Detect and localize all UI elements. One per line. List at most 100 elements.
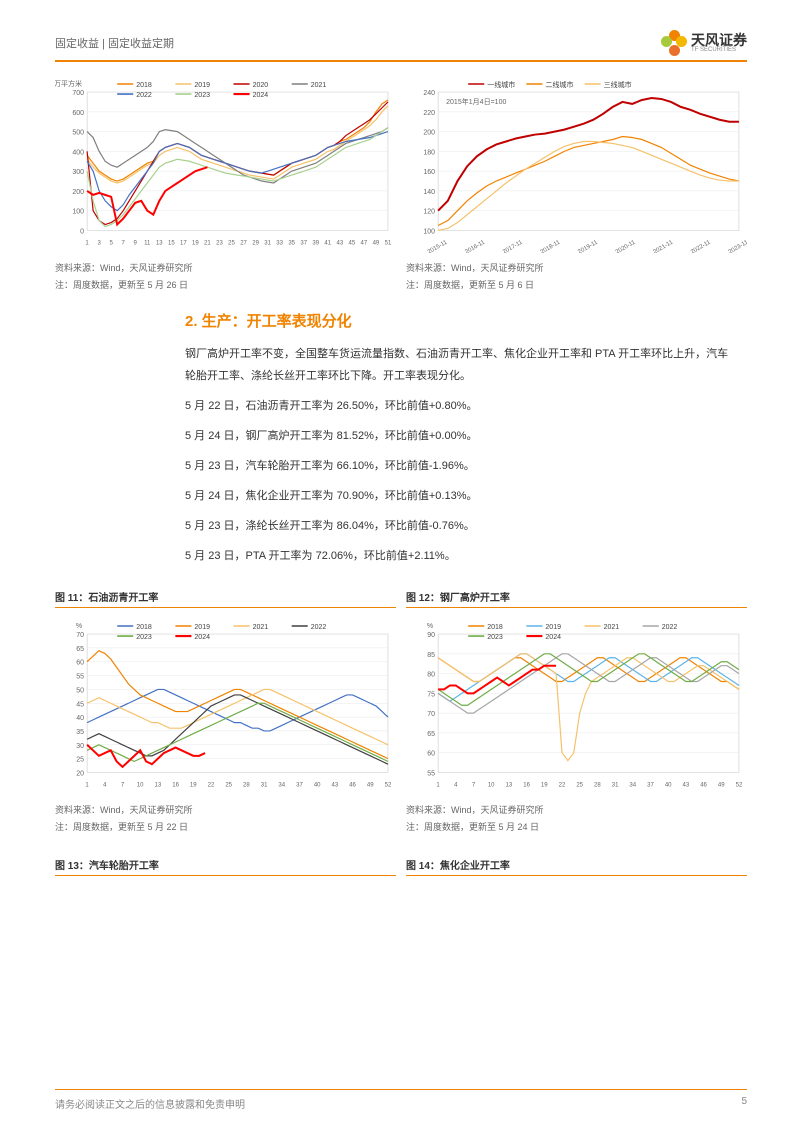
svg-text:三线城市: 三线城市 — [604, 80, 632, 89]
svg-text:2016-11: 2016-11 — [464, 239, 486, 252]
svg-text:2015-11: 2015-11 — [427, 239, 449, 252]
svg-text:60: 60 — [427, 751, 435, 758]
svg-text:13: 13 — [156, 240, 163, 246]
svg-text:19: 19 — [192, 240, 199, 246]
svg-text:43: 43 — [683, 783, 690, 789]
svg-text:34: 34 — [278, 783, 285, 789]
svg-text:5: 5 — [110, 240, 114, 246]
svg-text:49: 49 — [718, 783, 725, 789]
brand-logo: 天风证券 TF SECURITIES — [661, 30, 747, 56]
chart-top-left: 0100200300400500600700万平方米13579111315171… — [55, 72, 396, 292]
chart11-svg: 2025303540455055606570%14710131619222528… — [55, 614, 396, 795]
svg-text:2024: 2024 — [545, 634, 561, 641]
svg-text:39: 39 — [312, 240, 319, 246]
svg-text:180: 180 — [423, 149, 435, 156]
svg-text:52: 52 — [385, 783, 392, 789]
svg-text:2023: 2023 — [487, 634, 503, 641]
svg-text:2022-11: 2022-11 — [690, 239, 712, 252]
svg-text:2021-11: 2021-11 — [652, 239, 674, 252]
svg-text:120: 120 — [423, 209, 435, 216]
svg-text:2018-11: 2018-11 — [540, 239, 562, 252]
svg-text:10: 10 — [137, 783, 144, 789]
svg-text:25: 25 — [228, 240, 235, 246]
svg-text:2021: 2021 — [604, 624, 620, 631]
svg-text:45: 45 — [349, 240, 356, 246]
svg-text:2018: 2018 — [136, 624, 152, 631]
svg-text:7: 7 — [472, 783, 476, 789]
svg-text:50: 50 — [76, 688, 84, 695]
svg-text:31: 31 — [612, 783, 619, 789]
svg-text:43: 43 — [336, 240, 343, 246]
header-category: 固定收益 | 固定收益定期 — [55, 35, 174, 51]
chart-source: 资料来源：Wind，天风证券研究所 — [406, 261, 747, 275]
svg-text:55: 55 — [76, 674, 84, 681]
svg-text:47: 47 — [361, 240, 368, 246]
svg-text:2022: 2022 — [311, 624, 327, 631]
body-line: 5 月 23 日，涤纶长丝开工率为 86.04%，环比前值-0.76%。 — [185, 515, 737, 537]
chart13-title: 图 13：汽车轮胎开工率 — [55, 857, 396, 876]
svg-text:27: 27 — [240, 240, 247, 246]
svg-text:23: 23 — [216, 240, 223, 246]
page-number: 5 — [741, 1096, 747, 1111]
svg-text:100: 100 — [72, 209, 84, 216]
svg-text:85: 85 — [427, 652, 435, 659]
page-header: 固定收益 | 固定收益定期 天风证券 TF SECURITIES — [55, 30, 747, 62]
svg-text:2018: 2018 — [136, 82, 152, 89]
svg-text:15: 15 — [168, 240, 175, 246]
svg-text:2019: 2019 — [545, 624, 561, 631]
svg-text:2020: 2020 — [253, 82, 269, 89]
svg-text:7: 7 — [122, 240, 126, 246]
svg-text:49: 49 — [373, 240, 380, 246]
svg-text:400: 400 — [72, 149, 84, 156]
svg-text:1: 1 — [85, 783, 89, 789]
brand-name: 天风证券 — [691, 33, 747, 47]
svg-text:2019-11: 2019-11 — [577, 239, 599, 252]
svg-text:100: 100 — [423, 228, 435, 235]
chart-top-right-svg: 1001201401601802002202402015-112016-1120… — [406, 72, 747, 253]
svg-text:2023: 2023 — [194, 92, 210, 99]
svg-text:35: 35 — [288, 240, 295, 246]
svg-text:40: 40 — [76, 715, 84, 722]
svg-text:万平方米: 万平方米 — [55, 79, 82, 88]
svg-text:2015年1月4日=100: 2015年1月4日=100 — [446, 97, 506, 106]
svg-text:11: 11 — [144, 240, 151, 246]
svg-text:2022: 2022 — [136, 92, 152, 99]
body-line: 5 月 24 日，钢厂高炉开工率为 81.52%，环比前值+0.00%。 — [185, 425, 737, 447]
svg-text:31: 31 — [261, 783, 268, 789]
svg-text:13: 13 — [155, 783, 162, 789]
chart-source: 资料来源：Wind，天风证券研究所 — [55, 803, 396, 817]
svg-text:52: 52 — [736, 783, 743, 789]
svg-text:49: 49 — [367, 783, 374, 789]
svg-text:9: 9 — [134, 240, 138, 246]
svg-text:16: 16 — [172, 783, 179, 789]
svg-text:40: 40 — [314, 783, 321, 789]
chart-source: 资料来源：Wind，天风证券研究所 — [406, 803, 747, 817]
svg-text:2024: 2024 — [194, 634, 210, 641]
body-line: 5 月 22 日，石油沥青开工率为 26.50%，环比前值+0.80%。 — [185, 395, 737, 417]
svg-text:28: 28 — [243, 783, 250, 789]
svg-text:65: 65 — [76, 646, 84, 653]
svg-text:220: 220 — [423, 110, 435, 117]
svg-text:500: 500 — [72, 130, 84, 137]
svg-text:22: 22 — [208, 783, 215, 789]
svg-text:2023-11: 2023-11 — [728, 239, 747, 252]
svg-text:200: 200 — [423, 130, 435, 137]
svg-text:25: 25 — [76, 757, 84, 764]
body-line: 5 月 23 日，PTA 开工率为 72.06%，环比前值+2.11%。 — [185, 545, 737, 567]
svg-text:29: 29 — [252, 240, 259, 246]
chart14-title: 图 14：焦化企业开工率 — [406, 857, 747, 876]
svg-text:0: 0 — [80, 228, 84, 235]
svg-text:25: 25 — [576, 783, 583, 789]
section-title: 2. 生产：开工率表现分化 — [185, 310, 747, 331]
svg-text:31: 31 — [264, 240, 271, 246]
svg-text:240: 240 — [423, 90, 435, 97]
svg-text:4: 4 — [103, 783, 107, 789]
svg-text:55: 55 — [427, 771, 435, 778]
svg-text:22: 22 — [559, 783, 566, 789]
svg-text:2021: 2021 — [253, 624, 269, 631]
chart11-title: 图 11：石油沥青开工率 — [55, 589, 396, 608]
svg-text:二线城市: 二线城市 — [545, 80, 573, 89]
svg-text:46: 46 — [349, 783, 356, 789]
svg-text:19: 19 — [190, 783, 197, 789]
chart-note: 注：周度数据，更新至 5 月 22 日 — [55, 820, 396, 834]
